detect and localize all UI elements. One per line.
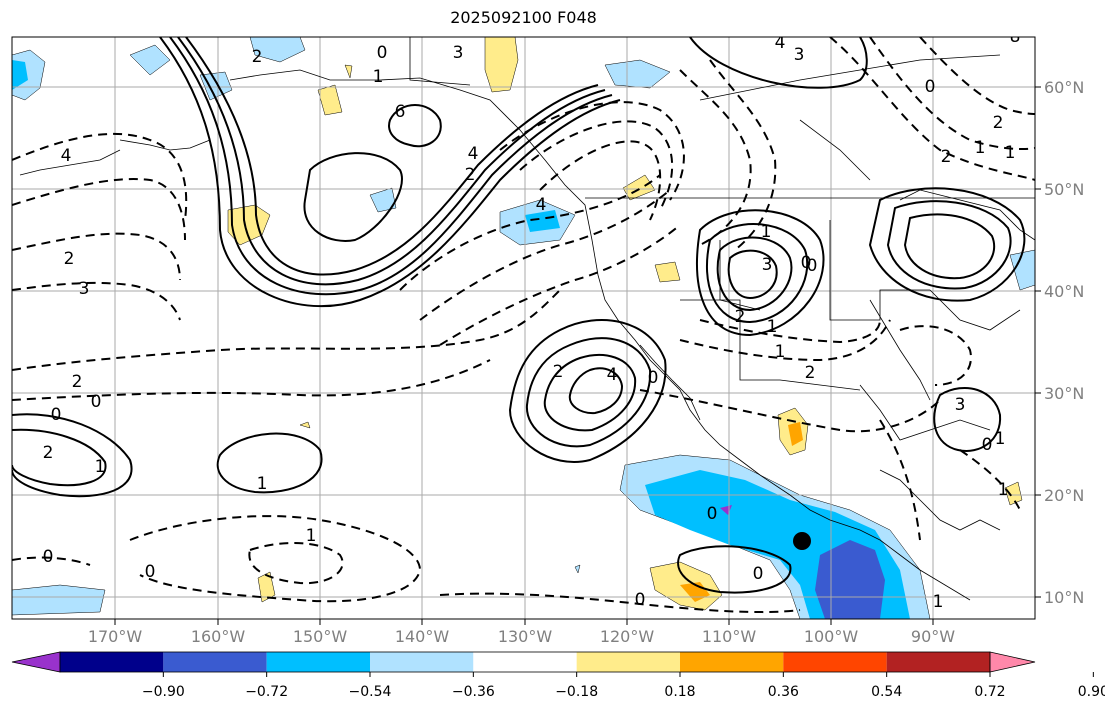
contour-value-label: 3 xyxy=(762,255,773,275)
contour-value-label: 2 xyxy=(553,362,564,382)
contour-value-label: 4 xyxy=(536,195,547,215)
coastlines xyxy=(19,37,1035,601)
dashed-contours xyxy=(12,37,1035,614)
contour-value-label: 4 xyxy=(607,365,618,385)
contour-value-label: 6 xyxy=(395,102,406,122)
contour-value-label: 1 xyxy=(257,474,268,494)
colorbar-extend-low xyxy=(11,651,61,673)
colorbar-tick-label: −0.36 xyxy=(452,684,495,700)
contour-value-label: 1 xyxy=(933,592,944,612)
lat-tick-label: 50°N xyxy=(1044,180,1084,199)
contour-value-label: 0 xyxy=(753,564,764,584)
lat-tick-label: 40°N xyxy=(1044,282,1084,301)
lon-tick-label: 110°W xyxy=(702,627,757,646)
colorbar-tick-label: 0.90 xyxy=(1078,684,1105,700)
lat-tick-label: 30°N xyxy=(1044,384,1084,403)
map-title: 2025092100 F048 xyxy=(450,8,597,27)
contour-value-label: 2 xyxy=(72,372,83,392)
contour-value-label: 4 xyxy=(468,144,479,164)
map-border xyxy=(11,36,1036,620)
contour-value-label: 3 xyxy=(794,45,805,65)
colorbar-segment xyxy=(576,652,680,672)
contour-value-label: 0 xyxy=(145,562,156,582)
contour-value-label: 0 xyxy=(43,547,54,567)
contour-value-label: 4 xyxy=(775,33,786,53)
colorbar-tick-label: −0.18 xyxy=(555,684,598,700)
lon-tick-label: 100°W xyxy=(804,627,859,646)
colorbar-tick-label: −0.90 xyxy=(142,684,185,700)
contour-value-label: 8 xyxy=(1010,27,1021,47)
contour-value-label: 4 xyxy=(61,146,72,166)
contour-value-label: 0 xyxy=(982,435,993,455)
lat-tick-label: 20°N xyxy=(1044,486,1084,505)
colorbar-segment xyxy=(783,652,887,672)
contour-value-label: 1 xyxy=(306,526,317,546)
contour-value-label: 1 xyxy=(998,480,1009,500)
contour-value-label: 2 xyxy=(805,363,816,383)
contour-value-label: 1 xyxy=(775,342,786,362)
contour-value-label: 3 xyxy=(955,395,966,415)
contour-value-label: 0 xyxy=(51,405,62,425)
lon-tick-label: 150°W xyxy=(293,627,348,646)
contour-value-label: 1 xyxy=(95,457,106,477)
contour-value-label: 1 xyxy=(1005,143,1016,163)
contour-value-label: 2 xyxy=(941,147,952,167)
lon-tick-label: 160°W xyxy=(191,627,246,646)
lat-tick-label: 10°N xyxy=(1044,588,1084,607)
contour-value-label: 0 xyxy=(807,256,818,276)
contour-value-label: 1 xyxy=(995,429,1006,449)
contour-value-label: 3 xyxy=(79,279,90,299)
colorbar-tick-label: 0.18 xyxy=(664,684,695,700)
location-marker xyxy=(793,532,811,550)
contour-value-label: 1 xyxy=(975,138,986,158)
contour-value-label: 2 xyxy=(465,165,476,185)
contour-value-label: 1 xyxy=(373,67,384,87)
contour-value-label: 0 xyxy=(635,590,646,610)
gridlines xyxy=(12,37,1035,619)
contour-value-label: 2 xyxy=(64,249,75,269)
lon-tick-label: 90°W xyxy=(911,627,955,646)
contour-value-label: 0 xyxy=(648,368,659,388)
contour-value-label: 2 xyxy=(43,443,54,463)
contour-value-label: 0 xyxy=(801,253,812,273)
contour-value-label: 2 xyxy=(252,47,263,67)
colorbar: −0.90 −0.72 −0.54 −0.36 −0.18 0.18 0.36 0.54 0.7… xyxy=(11,651,1105,700)
lon-tick-label: 130°W xyxy=(498,627,553,646)
axis-ticks: 170°W 160°W 150°W 140°W 130°W 120°W 110°W 100°W… xyxy=(88,78,1085,646)
colorbar-segment xyxy=(370,652,474,672)
colorbar-extend-high xyxy=(989,651,1036,673)
lat-tick-label: 60°N xyxy=(1044,78,1084,97)
lon-tick-label: 170°W xyxy=(88,627,143,646)
contour-value-label: 0 xyxy=(707,504,718,524)
colorbar-tick-label: −0.54 xyxy=(349,684,392,700)
contour-value-label: 2 xyxy=(735,307,746,327)
colorbar-segment xyxy=(680,652,784,672)
colorbar-segment xyxy=(886,652,990,672)
contour-value-label: 2 xyxy=(993,113,1004,133)
contour-lines xyxy=(12,37,1026,594)
colorbar-segment xyxy=(473,652,577,672)
lon-tick-label: 120°W xyxy=(600,627,655,646)
contour-value-label: 1 xyxy=(761,222,772,242)
colorbar-segment xyxy=(266,652,370,672)
contour-value-label: 3 xyxy=(453,43,464,63)
colorbar-tick-label: 0.54 xyxy=(871,684,902,700)
colorbar-tick-label: 0.72 xyxy=(974,684,1005,700)
contour-value-label: 0 xyxy=(91,392,102,412)
colorbar-tick-label: −0.72 xyxy=(245,684,288,700)
colorbar-segment xyxy=(163,652,267,672)
contour-value-label: 1 xyxy=(767,317,778,337)
contour-value-label: 0 xyxy=(925,77,936,97)
colorbar-segment xyxy=(60,652,164,672)
shaded-field xyxy=(12,37,1035,619)
lon-tick-label: 140°W xyxy=(395,627,450,646)
contour-value-label: 0 xyxy=(377,43,388,63)
colorbar-tick-label: 0.36 xyxy=(768,684,799,700)
